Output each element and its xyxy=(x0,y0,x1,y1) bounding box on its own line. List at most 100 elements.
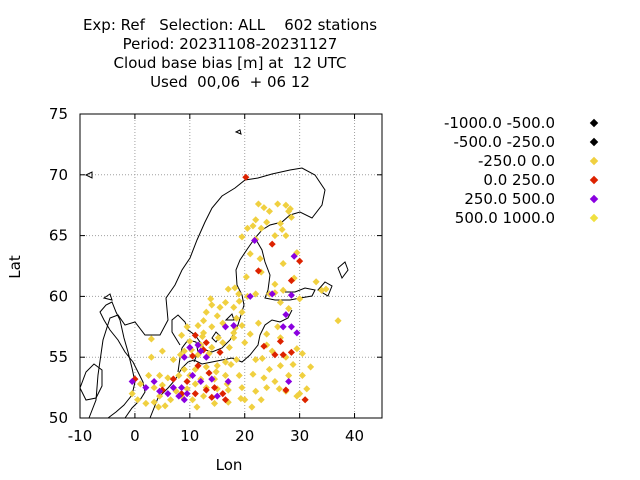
coastline-map xyxy=(79,129,349,419)
station-point xyxy=(293,392,301,400)
y-tick-label: 75 xyxy=(49,105,68,123)
coastline-continent xyxy=(149,309,293,419)
station-point xyxy=(296,295,304,303)
station-point xyxy=(260,374,268,382)
station-point xyxy=(274,200,282,208)
station-point xyxy=(219,339,227,347)
chart-title: Exp: Ref Selection: ALL 602 stations Per… xyxy=(0,16,460,92)
legend-label: 0.0 250.0 xyxy=(483,171,555,189)
station-point xyxy=(208,375,216,383)
station-point xyxy=(178,331,186,339)
station-point xyxy=(156,371,164,379)
station-point xyxy=(276,334,284,342)
station-point xyxy=(263,330,271,338)
coastline-svalbard xyxy=(234,129,242,135)
station-point xyxy=(279,286,287,294)
station-point xyxy=(214,334,222,342)
station-point xyxy=(142,384,150,392)
y-tick-label: 55 xyxy=(49,348,68,366)
station-point xyxy=(213,392,221,400)
station-point xyxy=(257,224,265,232)
station-point xyxy=(242,273,250,281)
grid xyxy=(80,114,382,418)
station-point xyxy=(232,356,241,364)
station-point xyxy=(298,350,306,358)
station-point xyxy=(212,368,220,376)
legend-marker xyxy=(589,213,599,223)
station-point xyxy=(208,301,216,309)
station-point xyxy=(287,291,295,299)
axes: -10 0 10 20 30 40 50 55 60 65 70 75 xyxy=(49,105,383,445)
station-point xyxy=(158,381,166,389)
station-point xyxy=(257,396,265,404)
station-point xyxy=(191,380,199,388)
station-point xyxy=(175,392,183,400)
y-axis-label: Lat xyxy=(6,255,24,279)
station-point xyxy=(156,387,164,395)
legend-entry: -500.0 -250.0 xyxy=(400,133,630,152)
station-point xyxy=(128,377,136,386)
station-point xyxy=(147,335,155,343)
station-point xyxy=(260,342,268,350)
station-point xyxy=(238,384,246,392)
station-point xyxy=(167,396,175,404)
station-point xyxy=(202,308,210,316)
station-point xyxy=(216,303,224,311)
station-point xyxy=(154,403,163,411)
station-point xyxy=(276,337,284,345)
station-point xyxy=(194,322,202,330)
coastline-finland-gulf xyxy=(254,237,316,301)
station-point xyxy=(183,323,191,331)
station-point xyxy=(274,323,282,331)
station-point xyxy=(276,298,284,307)
coastline-island-d xyxy=(102,293,113,301)
station-point xyxy=(221,358,230,366)
station-point xyxy=(279,260,287,268)
station-point xyxy=(213,312,221,320)
station-point xyxy=(128,390,136,398)
lake-onega xyxy=(337,261,349,280)
station-point xyxy=(287,213,295,221)
x-tick-label: 0 xyxy=(130,427,140,445)
x-axis-label: Lon xyxy=(216,456,243,474)
station-point xyxy=(235,371,243,379)
station-point xyxy=(202,363,210,371)
station-point xyxy=(238,322,246,330)
station-point xyxy=(202,339,210,347)
station-point xyxy=(241,339,249,347)
legend-marker xyxy=(589,137,599,147)
station-point xyxy=(147,353,155,361)
station-point xyxy=(180,365,188,373)
y-tick-label: 50 xyxy=(49,409,68,427)
x-tick-label: 40 xyxy=(345,427,364,445)
plot-frame xyxy=(79,113,383,419)
station-point xyxy=(237,395,245,403)
station-point xyxy=(260,204,268,212)
station-point xyxy=(180,353,188,361)
station-point xyxy=(249,222,257,230)
station-point xyxy=(183,385,191,393)
station-point xyxy=(207,295,215,303)
station-point xyxy=(180,396,188,404)
y-tick-label: 70 xyxy=(49,166,68,184)
station-point xyxy=(263,384,271,392)
station-point xyxy=(268,240,276,248)
station-point xyxy=(183,390,191,398)
lake-ladoga xyxy=(317,281,333,297)
station-point xyxy=(231,284,239,292)
station-point xyxy=(334,317,342,325)
station-point xyxy=(164,374,172,382)
station-point xyxy=(232,314,241,322)
station-point xyxy=(164,390,172,398)
station-point xyxy=(249,370,257,378)
station-point xyxy=(197,347,205,355)
y-tick-label: 65 xyxy=(49,227,68,245)
station-point xyxy=(246,292,254,300)
title-line-used: Used 00,06 + 06 12 xyxy=(150,73,310,91)
x-tick-label: 10 xyxy=(180,427,199,445)
station-point xyxy=(219,390,227,398)
station-point xyxy=(178,384,186,392)
coastline-scandinavia xyxy=(88,167,326,419)
x-tick-label: -10 xyxy=(68,427,93,445)
station-point xyxy=(213,362,221,370)
